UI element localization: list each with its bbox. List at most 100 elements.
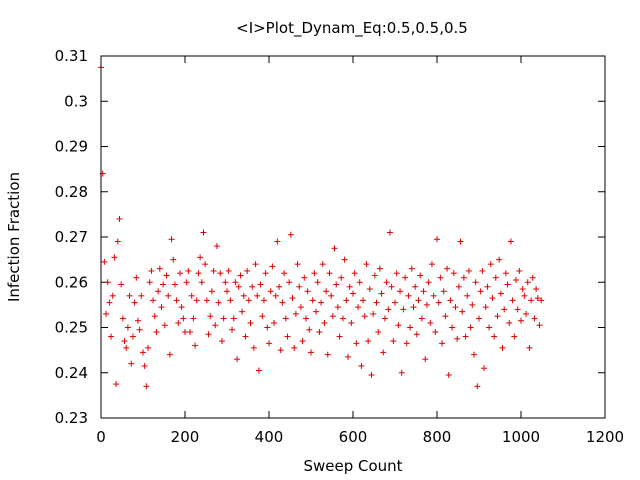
data-point (526, 344, 533, 351)
data-point (104, 279, 111, 286)
data-point (235, 283, 242, 290)
data-point (116, 215, 123, 222)
data-point (266, 340, 272, 347)
data-point (422, 356, 429, 363)
data-point (531, 315, 538, 322)
data-point (212, 322, 219, 329)
y-tick-label: 0.27 (55, 228, 88, 246)
data-point (509, 297, 516, 304)
data-point (151, 313, 158, 320)
data-point (237, 272, 244, 279)
data-point (506, 319, 513, 326)
data-point (267, 288, 274, 295)
data-point (106, 299, 113, 306)
data-point (254, 292, 261, 299)
data-point (108, 333, 115, 340)
data-point (289, 295, 296, 302)
data-point (405, 292, 412, 299)
data-point (222, 279, 229, 286)
data-point (477, 288, 484, 295)
data-point (333, 281, 340, 288)
data-point (418, 315, 425, 322)
data-point (262, 270, 269, 277)
data-point (410, 304, 417, 311)
data-point (119, 315, 126, 322)
data-point (203, 297, 210, 304)
data-point (371, 272, 378, 279)
data-point (363, 261, 370, 268)
data-point (170, 256, 177, 263)
data-point (138, 292, 145, 299)
data-point (395, 322, 402, 329)
data-point (287, 231, 294, 238)
data-point (143, 383, 150, 390)
data-point (504, 281, 511, 288)
data-point (188, 292, 195, 299)
data-point (491, 333, 498, 340)
data-point (432, 329, 439, 336)
data-point (213, 243, 220, 250)
data-point (538, 297, 545, 304)
data-point (121, 338, 128, 345)
data-point (430, 292, 437, 299)
data-point (274, 238, 281, 245)
data-point (437, 274, 444, 281)
data-point (187, 329, 194, 336)
data-point (420, 288, 427, 295)
data-point (239, 308, 246, 315)
data-point (417, 272, 424, 279)
data-point (244, 267, 251, 274)
data-point (271, 319, 278, 326)
data-point (476, 315, 482, 322)
data-point (195, 270, 202, 277)
data-point (128, 360, 135, 367)
data-point (390, 338, 397, 345)
data-point (227, 297, 234, 304)
data-point (249, 283, 256, 290)
data-point (136, 326, 143, 333)
data-point (150, 297, 157, 304)
data-point (356, 279, 363, 286)
data-point (442, 313, 449, 320)
data-point (134, 317, 141, 324)
x-tick-label: 1000 (502, 428, 540, 446)
data-point (376, 265, 383, 272)
data-point (465, 267, 472, 274)
data-point (403, 340, 410, 347)
data-point (407, 324, 414, 331)
y-axis-title: Infection Fraction (5, 172, 23, 302)
data-point (234, 356, 241, 363)
data-point (166, 351, 173, 358)
data-point (336, 333, 343, 340)
data-point (434, 236, 440, 243)
data-point (380, 349, 387, 356)
data-point (229, 326, 236, 333)
data-point (353, 340, 360, 347)
data-point (412, 283, 419, 290)
data-point (492, 274, 499, 281)
data-point (385, 306, 392, 313)
data-point (250, 344, 257, 351)
data-point (494, 313, 501, 320)
data-point (277, 347, 284, 354)
data-point (276, 283, 283, 290)
data-point (286, 279, 293, 286)
plot-frame (100, 55, 606, 419)
data-point (193, 297, 200, 304)
data-point (242, 333, 249, 340)
data-point (245, 297, 252, 304)
data-point (361, 313, 368, 320)
data-point (350, 290, 356, 297)
x-tick-label: 200 (171, 428, 200, 446)
data-point (309, 297, 316, 304)
data-point (252, 261, 259, 268)
data-point (269, 263, 276, 270)
data-point (190, 315, 197, 322)
data-point (118, 281, 125, 288)
data-point (318, 299, 325, 306)
data-point (341, 256, 348, 263)
data-point (455, 283, 462, 290)
data-point (133, 274, 140, 281)
data-point (386, 229, 393, 236)
data-point (279, 299, 286, 306)
